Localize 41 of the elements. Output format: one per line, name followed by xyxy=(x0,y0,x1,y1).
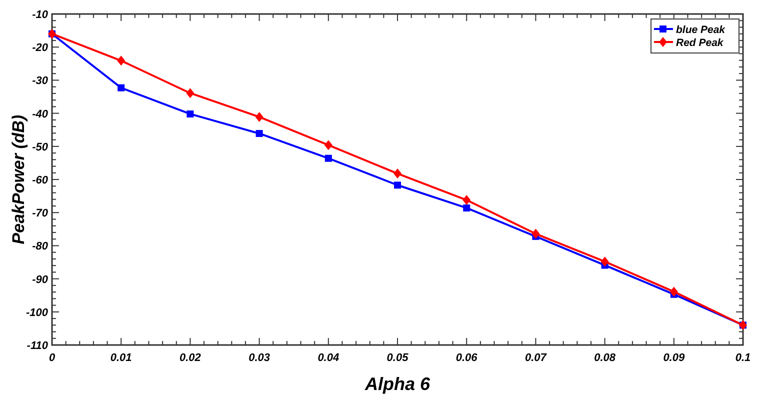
point xyxy=(324,154,332,162)
y-tick-label: -50 xyxy=(32,141,49,154)
x-tick-label: 0.03 xyxy=(248,352,270,364)
legend-label: blue Peak xyxy=(676,24,726,36)
x-tick-label: 0 xyxy=(48,352,56,364)
x-tick-label: 0.01 xyxy=(110,352,132,364)
point xyxy=(670,286,678,297)
x-tick-label: 0.06 xyxy=(456,352,478,364)
point xyxy=(394,182,401,189)
point xyxy=(117,56,126,66)
point xyxy=(532,228,540,239)
y-axis-title: PeakPower (dB) xyxy=(9,114,28,244)
y-tick-label: -100 xyxy=(26,306,49,319)
point xyxy=(186,110,194,118)
y-tick-label: -80 xyxy=(32,240,49,253)
point xyxy=(463,204,470,212)
point xyxy=(462,195,471,206)
y-tick-label: -40 xyxy=(32,108,49,120)
legend-label: Red Peak xyxy=(676,37,724,49)
point xyxy=(118,84,125,92)
x-axis-title: Alpha 6 xyxy=(364,374,431,394)
y-tick-label: -10 xyxy=(32,9,49,21)
point xyxy=(255,112,264,122)
point xyxy=(600,256,609,267)
y-tick-label: -70 xyxy=(32,208,49,220)
x-tick-label: 0.04 xyxy=(318,352,340,364)
y-tick-label: -30 xyxy=(32,75,49,88)
x-tick-label: 0.02 xyxy=(179,352,201,364)
x-tick-label: 0.1 xyxy=(735,352,751,364)
point xyxy=(394,168,402,179)
x-tick-label: 0.09 xyxy=(663,352,686,364)
y-tick-label: -60 xyxy=(32,174,49,186)
x-tick-label: 0.07 xyxy=(524,352,548,364)
point xyxy=(256,130,263,137)
x-tick-label: 0.05 xyxy=(386,352,410,364)
y-tick-label: -20 xyxy=(32,42,49,54)
y-tick-label: -90 xyxy=(32,274,49,286)
x-tick-label: 0.08 xyxy=(594,352,616,364)
point xyxy=(324,140,332,150)
point xyxy=(186,88,194,98)
y-tick-label: -110 xyxy=(26,340,49,352)
